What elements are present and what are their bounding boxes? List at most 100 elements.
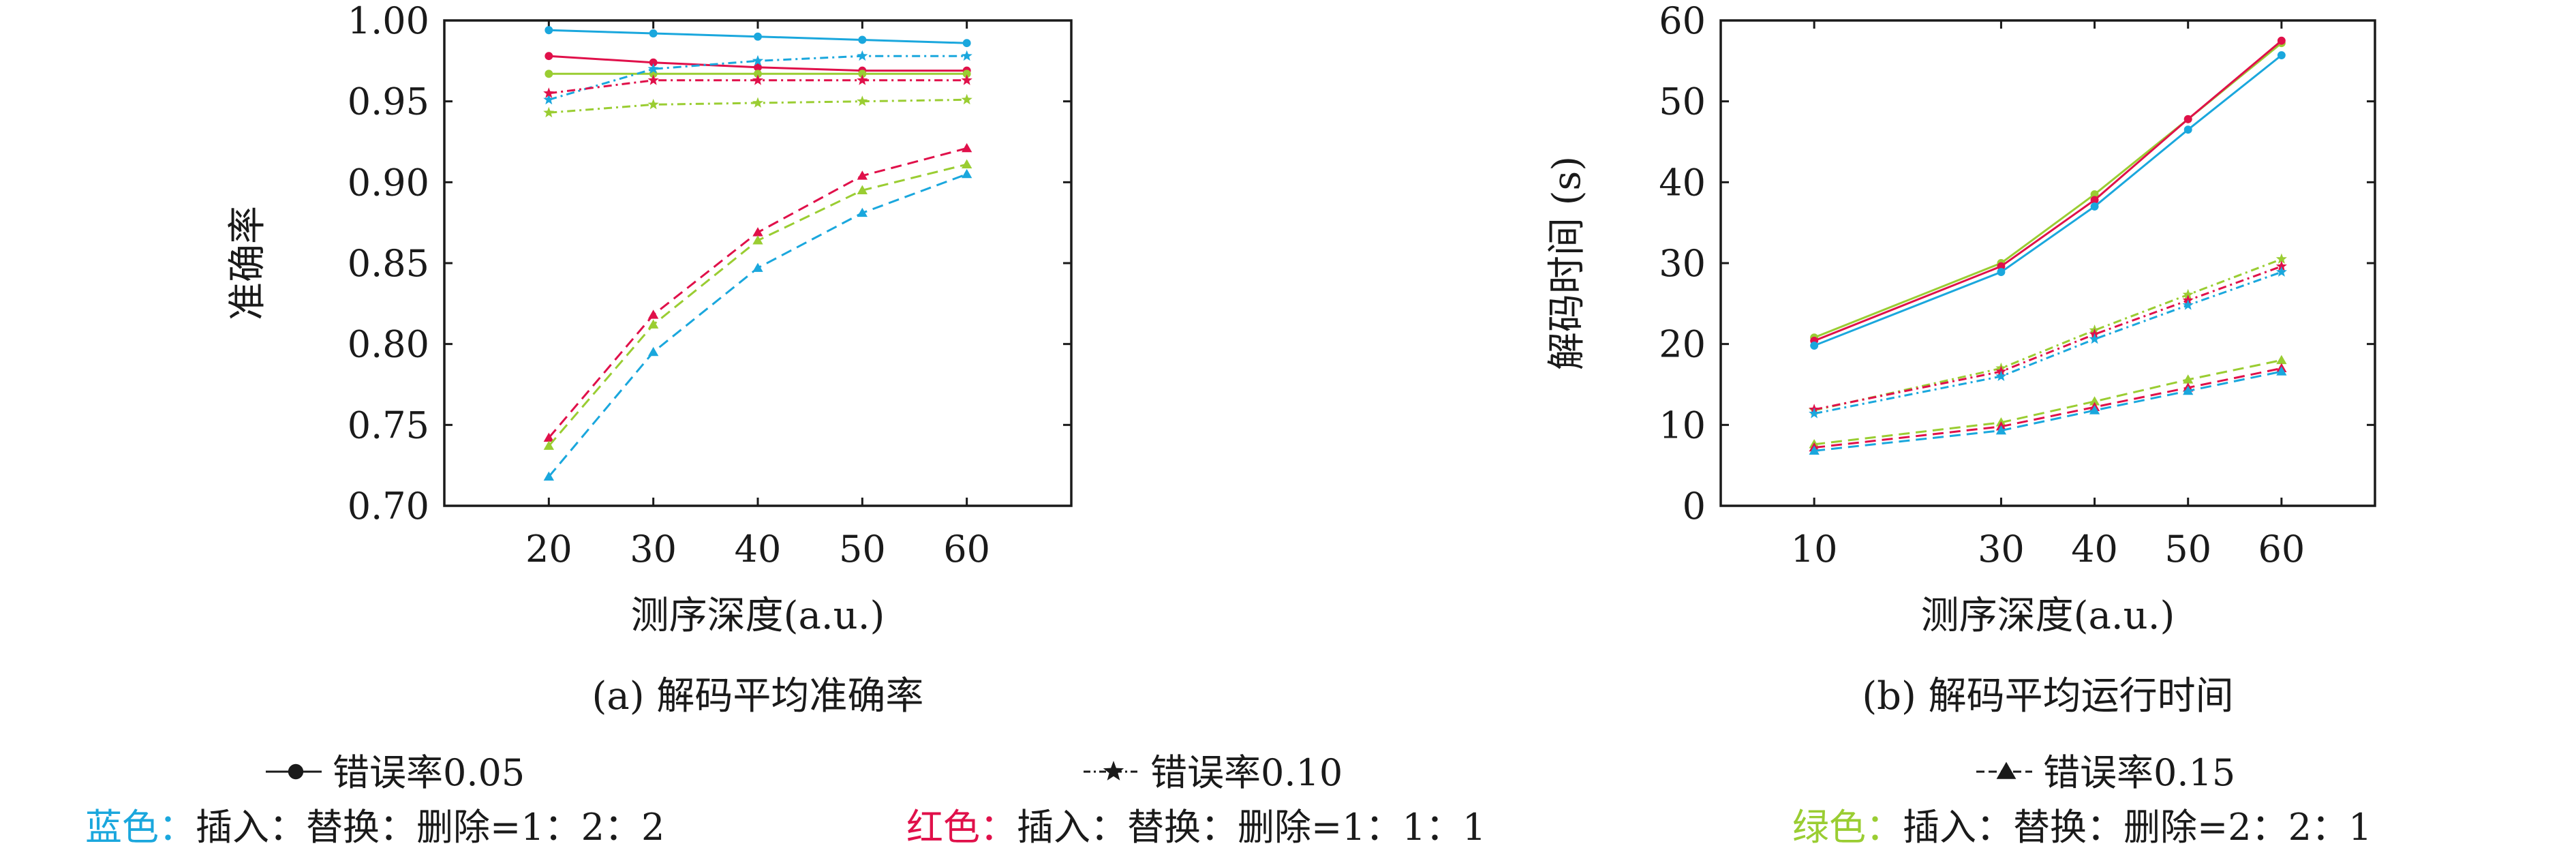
data-point-red-triangle [857, 170, 868, 180]
runtime-chart: 0 10 20 30 40 50 60 10 30 40 50 60 测序深度(a.u.) 解码时间 (s… [1545, 0, 2376, 718]
data-point-red-star [752, 74, 764, 85]
x-tick-label: 30 [1978, 528, 2025, 571]
data-point-green-circle [754, 70, 762, 78]
y-tick-label: 50 [1659, 80, 1706, 123]
y-tick-label: 10 [1659, 404, 1706, 446]
x-tick-label: 50 [839, 528, 886, 571]
series-line-green-circle [1813, 42, 2282, 339]
data-point-green-triangle [752, 235, 763, 245]
data-point-blue-star [543, 93, 555, 105]
data-point-red-circle [754, 63, 762, 72]
data-point-blue-star [752, 55, 764, 66]
y-tick-label: 40 [1659, 161, 1706, 204]
x-tick-label: 50 [2164, 528, 2211, 571]
series-line-red-star [1813, 265, 2282, 411]
legend-color-name: 绿色： [1792, 806, 1903, 849]
y-tick-label: 0 [1683, 485, 1706, 528]
x-tick-label: 10 [1791, 528, 1838, 571]
data-point-blue-circle [2183, 125, 2192, 134]
x-tick-label: 40 [2071, 528, 2118, 571]
accuracy-chart: 0.70 0.75 0.80 0.85 0.90 0.95 1.00 20 30 40 50 60 测序… [226, 0, 1073, 718]
data-point-blue-star [2275, 266, 2287, 277]
x-tick-label: 60 [943, 528, 990, 571]
legend-color-name: 红色： [906, 806, 1017, 849]
legend-color-name: 蓝色： [85, 806, 196, 849]
data-point-blue-star [857, 50, 868, 61]
x-tick-label: 40 [735, 528, 782, 571]
data-point-red-star [961, 74, 972, 85]
data-point-red-circle [2277, 36, 2286, 45]
data-point-green-triangle [648, 319, 659, 329]
data-point-red-circle [545, 52, 553, 61]
data-point-blue-circle [649, 29, 658, 37]
data-point-green-triangle [2276, 354, 2287, 365]
data-point-red-star [543, 87, 555, 98]
y-tick-label: 60 [1659, 0, 1706, 42]
data-point-blue-triangle [1809, 445, 1820, 455]
data-point-blue-circle [2090, 202, 2099, 211]
x-tick-label: 30 [630, 528, 677, 571]
series-line-green-star [1813, 258, 2282, 412]
legend-color-text: 插入：替换：删除=1：1：1 [1017, 806, 1486, 849]
data-point-blue-star [2182, 299, 2194, 310]
data-point-blue-star [2089, 333, 2100, 344]
data-point-blue-triangle [648, 346, 659, 357]
data-point-green-star [2275, 253, 2287, 264]
data-point-blue-circle [754, 32, 762, 41]
data-point-blue-triangle [543, 471, 554, 481]
legend-color-entry: 红色：插入：替换：删除=1：1：1 [906, 806, 1486, 849]
legend-color-entry: 蓝色：插入：替换：删除=1：2：2 [85, 806, 664, 849]
data-point-red-triangle [752, 227, 763, 237]
data-point-blue-circle [1997, 268, 2006, 277]
legend: 错误率0.05 错误率0.10 错误率0.15 蓝色：插入：替换：删除=1：2：2 红色… [85, 751, 2372, 849]
y-tick-label: 0.75 [348, 404, 429, 446]
y-tick-label: 1.00 [348, 0, 429, 42]
data-point-red-circle [1997, 262, 2006, 271]
y-tick-label: 0.90 [348, 161, 429, 204]
data-point-green-circle [545, 70, 553, 78]
series-line-green-triangle [548, 163, 968, 447]
data-point-red-triangle [543, 432, 554, 442]
data-point-blue-triangle [2183, 385, 2194, 395]
data-point-blue-star [1809, 408, 1820, 419]
series-line-green-triangle [1813, 359, 2282, 446]
series-line-blue-star [548, 55, 967, 101]
y-tick-label: 0.70 [348, 485, 429, 528]
y-tick-label: 0.85 [348, 242, 429, 285]
series-line-blue-triangle [548, 173, 968, 478]
legend-circle-marker [288, 763, 304, 780]
data-point-blue-triangle [962, 168, 972, 179]
data-point-red-circle [649, 58, 658, 67]
y-tick-label: 0.80 [348, 323, 429, 366]
data-point-green-star [961, 93, 972, 105]
data-point-blue-triangle [1995, 425, 2007, 435]
x-axis-label: 测序深度(a.u.) [1921, 594, 2175, 638]
series-line-blue-star [1813, 271, 2282, 415]
legend-label: 错误率0.15 [2043, 751, 2235, 794]
y-tick-label: 20 [1659, 323, 1706, 366]
series-line-red-triangle [548, 147, 968, 439]
legend-color-entry: 绿色：插入：替换：删除=2：2：1 [1792, 806, 2372, 849]
data-point-blue-star [961, 50, 972, 61]
data-point-green-circle [2090, 190, 2099, 199]
y-axis-label: 解码时间 (s) [1545, 156, 1589, 370]
data-point-red-star [857, 74, 868, 85]
data-point-blue-star [1995, 370, 2007, 381]
data-point-green-circle [962, 70, 971, 78]
data-point-green-circle [858, 70, 867, 78]
data-point-red-circle [2183, 115, 2192, 123]
data-point-red-circle [2090, 196, 2099, 205]
data-point-green-triangle [2183, 374, 2194, 384]
data-point-blue-circle [545, 26, 553, 35]
legend-star-marker [1103, 761, 1124, 781]
data-point-blue-circle [1810, 342, 1819, 350]
data-point-green-star [543, 106, 555, 118]
y-axis-label: 准确率 [226, 206, 270, 320]
data-point-green-triangle [543, 440, 554, 450]
data-point-green-triangle [962, 159, 972, 168]
plot-frame [1719, 19, 2376, 507]
data-point-red-star [647, 74, 659, 85]
data-point-green-triangle [857, 185, 868, 194]
data-point-red-triangle [962, 142, 972, 153]
